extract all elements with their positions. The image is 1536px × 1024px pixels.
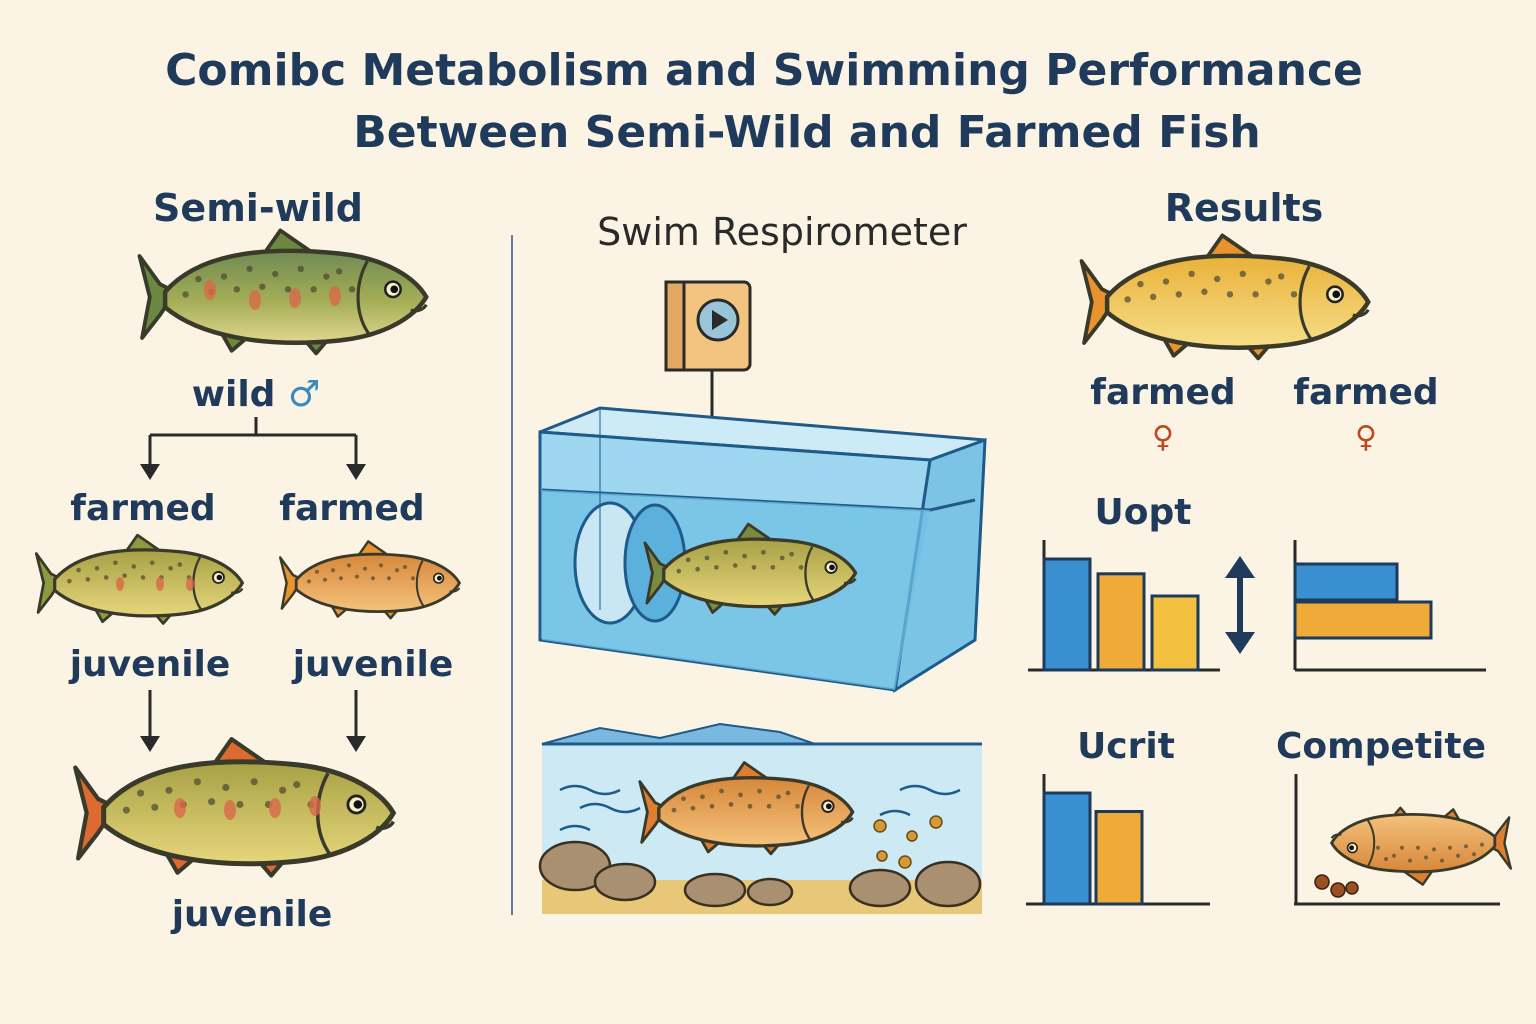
competite-chart	[1294, 774, 1500, 906]
semi-wild-heading: Semi-wild	[153, 186, 363, 230]
offspring-fish-spots	[174, 796, 321, 820]
wild-parent-label: wild ♂	[192, 374, 321, 415]
uopt-label: Uopt	[1094, 492, 1192, 533]
female-symbol-right: ♀	[1355, 420, 1377, 455]
juvenile-right-label: juvenile	[292, 644, 454, 685]
uopt-bar-1	[1042, 557, 1092, 672]
juvenile-bottom-label: juvenile	[171, 894, 333, 935]
uopt-bar-3	[1150, 594, 1200, 672]
male-symbol: ♂	[287, 374, 321, 415]
semi-wild-parent-fish-icon	[140, 230, 427, 353]
ucrit-chart	[1026, 774, 1210, 906]
respirometer-sensor-device	[664, 280, 752, 372]
female-symbol-left: ♀	[1152, 420, 1174, 455]
uopt-chart-b	[1293, 540, 1486, 672]
uopt-difference-arrow	[1225, 556, 1255, 654]
results-farmed-left-label: farmed	[1090, 372, 1236, 413]
uopt-hbar-1	[1293, 562, 1399, 602]
wild-fish-red-spots	[204, 280, 341, 310]
uopt-chart-a	[1028, 540, 1220, 672]
results-heading: Results	[1164, 186, 1324, 230]
swim-respirometer-heading: Swim Respirometer	[597, 210, 967, 254]
competing-fish-icon	[1330, 806, 1513, 886]
page-title-line2: Between Semi-Wild and Farmed Fish	[353, 107, 1261, 158]
ucrit-bar-1	[1042, 791, 1092, 906]
results-farmed-fish-icon	[1082, 235, 1369, 358]
left-juvenile-spots	[116, 577, 194, 591]
juvenile-down-arrows	[140, 690, 366, 752]
uopt-bar-2	[1096, 572, 1146, 672]
page-title-line1: Comibc Metabolism and Swimming Performan…	[165, 45, 1363, 96]
uopt-hbar-2	[1293, 600, 1433, 640]
ucrit-label: Ucrit	[1077, 726, 1175, 767]
ucrit-bar-2	[1094, 810, 1144, 906]
breeding-branch-lines	[148, 417, 358, 476]
farmed-juvenile-right-fish-icon	[278, 540, 461, 620]
farmed-right-label: farmed	[279, 488, 425, 529]
farmed-juvenile-left-fish-icon	[34, 533, 244, 626]
breeding-arrowheads	[140, 464, 366, 480]
competite-label: Competite	[1275, 726, 1487, 767]
wild-label: wild	[191, 374, 276, 415]
results-farmed-right-label: farmed	[1293, 372, 1439, 413]
juvenile-left-label: juvenile	[69, 644, 231, 685]
farmed-left-label: farmed	[70, 488, 216, 529]
